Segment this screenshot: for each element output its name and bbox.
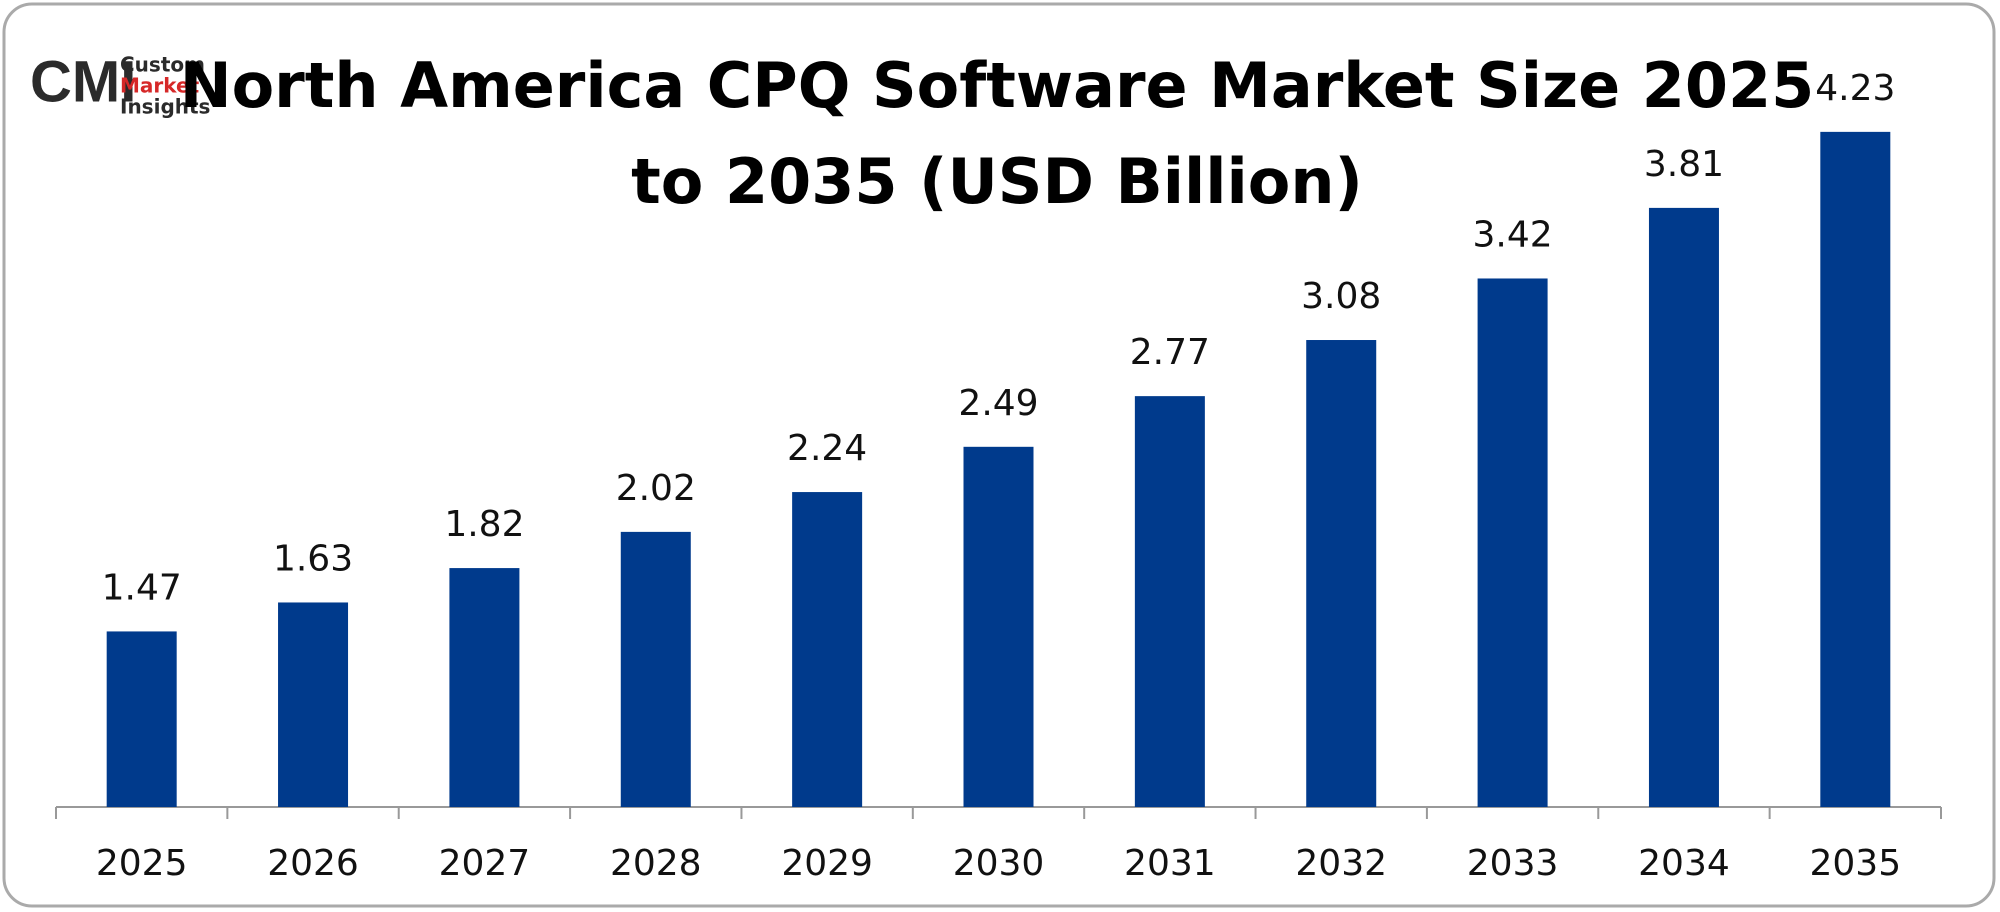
data-label: 4.23 bbox=[1815, 68, 1895, 109]
data-label: 2.02 bbox=[616, 468, 696, 509]
bar bbox=[1477, 278, 1548, 808]
x-tick-label: 2027 bbox=[439, 843, 531, 884]
logo-text: Market bbox=[120, 74, 200, 98]
data-label: 1.82 bbox=[444, 504, 524, 545]
x-tick-label: 2035 bbox=[1810, 843, 1902, 884]
bar bbox=[1134, 396, 1205, 807]
data-label: 2.24 bbox=[787, 428, 867, 469]
bar bbox=[792, 492, 863, 807]
bar bbox=[278, 602, 349, 807]
bar bbox=[1306, 340, 1377, 807]
bar bbox=[449, 568, 520, 807]
x-tick-label: 2028 bbox=[610, 843, 702, 884]
data-label: 3.81 bbox=[1644, 144, 1724, 185]
x-tick-label: 2030 bbox=[953, 843, 1045, 884]
bar bbox=[620, 531, 691, 807]
chart-title: to 2035 (USD Billion) bbox=[631, 145, 1363, 218]
bar bbox=[106, 631, 177, 807]
logo-text: Insights bbox=[120, 95, 210, 119]
bar bbox=[1820, 131, 1891, 807]
x-tick-label: 2031 bbox=[1124, 843, 1216, 884]
bar bbox=[963, 446, 1034, 807]
x-tick-label: 2026 bbox=[267, 843, 359, 884]
logo: CMI Custom Market Insights bbox=[30, 49, 210, 118]
x-tick-label: 2025 bbox=[96, 843, 188, 884]
logo-text: Custom bbox=[120, 53, 205, 77]
data-label: 2.49 bbox=[958, 383, 1038, 424]
logo-mark: CMI bbox=[30, 49, 136, 114]
data-label: 3.42 bbox=[1473, 214, 1553, 255]
x-tick-label: 2034 bbox=[1638, 843, 1730, 884]
x-tick-label: 2033 bbox=[1467, 843, 1559, 884]
bar bbox=[1648, 207, 1719, 807]
data-label: 3.08 bbox=[1301, 276, 1381, 317]
chart-title: North America CPQ Software Market Size 2… bbox=[180, 49, 1815, 122]
data-label: 1.63 bbox=[273, 538, 353, 579]
x-tick-label: 2032 bbox=[1295, 843, 1387, 884]
data-label: 2.77 bbox=[1130, 332, 1210, 373]
data-label: 1.47 bbox=[102, 567, 182, 608]
x-tick-label: 2029 bbox=[781, 843, 873, 884]
